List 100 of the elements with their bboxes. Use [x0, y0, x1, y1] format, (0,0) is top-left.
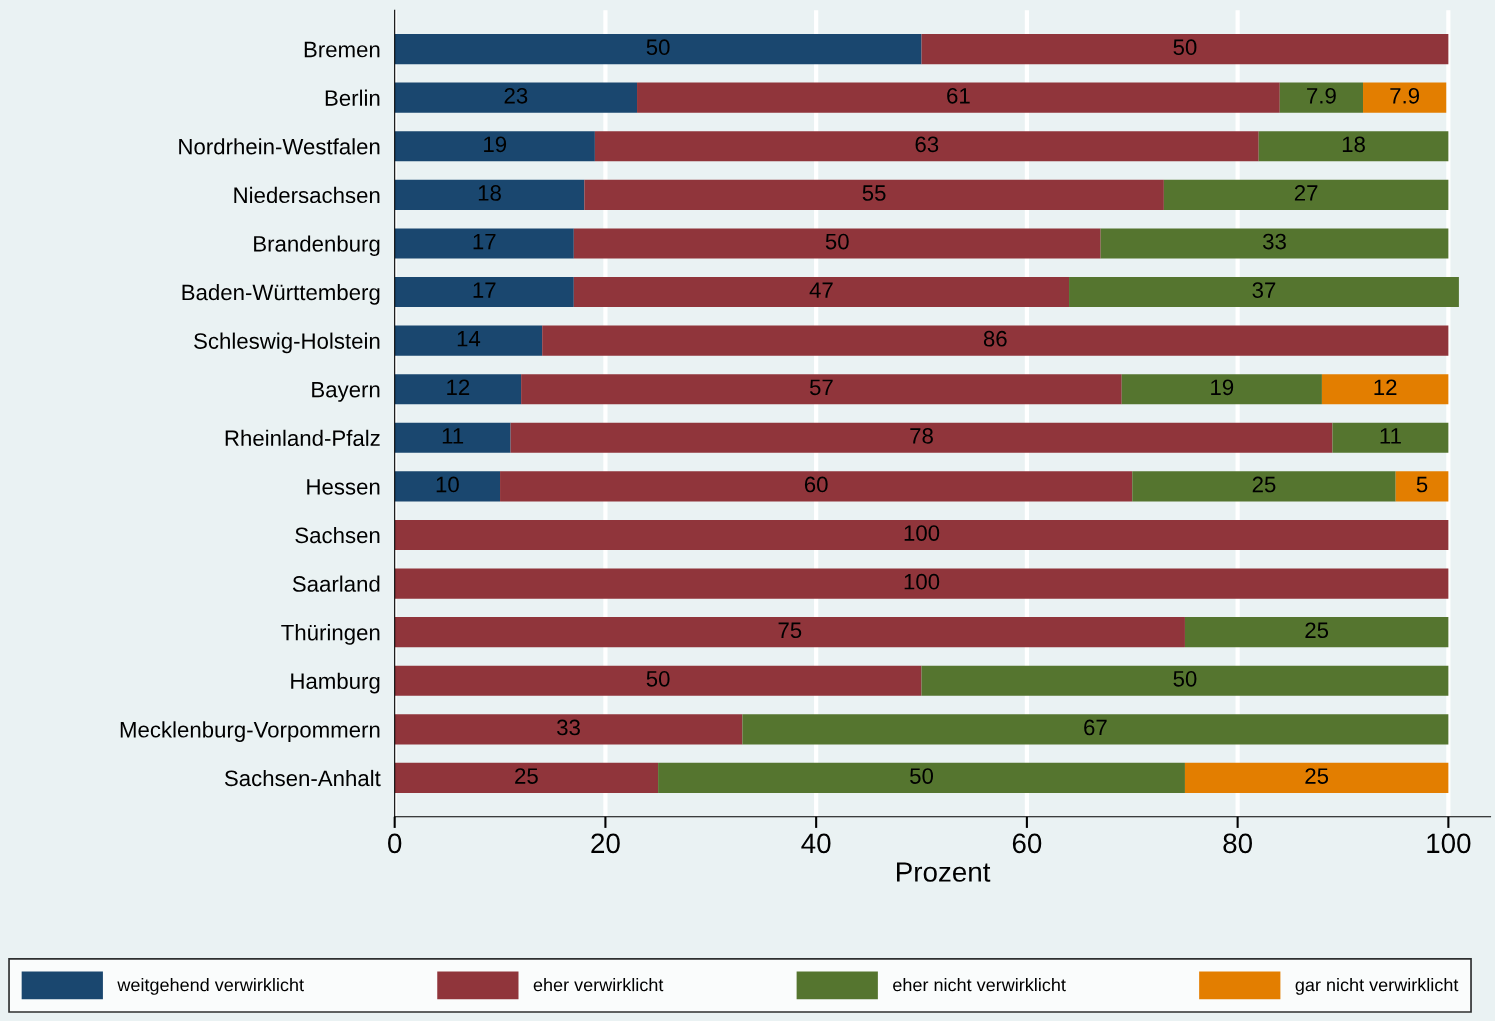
- data-label: 61: [947, 87, 970, 104]
- data-label: 47: [809, 282, 833, 298]
- data-label: 12: [447, 379, 470, 395]
- bar: [394, 519, 1449, 551]
- data-label: 50: [1173, 670, 1197, 687]
- bar: [921, 665, 1449, 696]
- bar: [394, 325, 543, 356]
- data-label: 19: [1211, 379, 1234, 396]
- y-tick-label: Thüringen: [281, 624, 380, 645]
- bar: [394, 179, 585, 210]
- bar: [584, 179, 1164, 210]
- bar: [394, 422, 511, 453]
- x-tick-label: 40: [801, 833, 831, 854]
- y-tick-label: Saarland: [292, 575, 380, 592]
- y-tick-label: Bayern: [312, 381, 380, 402]
- data-label: 19: [484, 136, 507, 153]
- data-label: 100: [904, 573, 940, 590]
- y-tick-label: Nordrhein-Westfalen: [179, 138, 380, 155]
- bar: [394, 131, 595, 162]
- data-label: 25: [1252, 476, 1276, 493]
- bar: [394, 665, 922, 696]
- data-label: 11: [442, 428, 464, 444]
- bar: [1395, 471, 1449, 502]
- data-label: 50: [646, 670, 670, 687]
- legend-label: weitgehend verwirklicht: [117, 978, 304, 995]
- legend-label: eher nicht verwirklicht: [893, 978, 1066, 992]
- bar: [394, 714, 743, 745]
- x-tick-label: 0: [388, 833, 402, 854]
- data-label: 50: [825, 233, 849, 250]
- data-label: 55: [862, 185, 886, 201]
- data-label: 5: [1416, 476, 1428, 493]
- data-label: 18: [478, 185, 501, 201]
- legend-label: gar nicht verwirklicht: [1295, 978, 1459, 995]
- data-label: 37: [1252, 282, 1276, 298]
- bar: [500, 471, 1133, 502]
- x-tick-label: 100: [1427, 833, 1471, 854]
- data-label: 10: [436, 476, 459, 493]
- data-label: 14: [457, 331, 481, 347]
- bar: [1279, 82, 1364, 113]
- data-label: 12: [1374, 379, 1397, 395]
- data-label: 18: [1342, 136, 1365, 153]
- bar: [1184, 762, 1449, 793]
- data-label: 17: [473, 282, 496, 298]
- data-label: 11: [1380, 428, 1401, 444]
- data-label: 57: [809, 379, 833, 396]
- data-label: 23: [504, 87, 528, 104]
- bar: [594, 131, 1259, 162]
- data-label: 50: [1173, 39, 1197, 56]
- y-tick-label: Sachsen-Anhalt: [224, 769, 381, 787]
- bar: [1100, 228, 1449, 259]
- y-tick-label: Berlin: [325, 89, 380, 106]
- data-label: 7.9: [1307, 87, 1336, 104]
- bar: [742, 714, 1449, 745]
- y-tick-label: Bremen: [304, 41, 380, 58]
- data-label: 100: [904, 525, 940, 541]
- bar: [1321, 374, 1449, 405]
- x-tick-label: 20: [591, 833, 620, 854]
- bar: [921, 34, 1449, 65]
- bar: [394, 617, 1185, 648]
- bar: [573, 276, 1070, 308]
- y-tick-label: Mecklenburg-Vorpommern: [120, 721, 380, 742]
- bar: [542, 325, 1449, 356]
- y-tick-label: Hessen: [307, 479, 380, 495]
- bar: [1332, 422, 1449, 453]
- bar: [658, 762, 1185, 793]
- data-label: 33: [1263, 233, 1286, 250]
- data-label: 33: [557, 719, 580, 736]
- data-label: 63: [915, 136, 939, 153]
- bar: [637, 82, 1280, 113]
- bar: [394, 762, 659, 793]
- y-tick-label: Sachsen: [295, 526, 380, 544]
- y-tick-label: Niedersachsen: [234, 186, 380, 204]
- data-label: 75: [778, 622, 802, 639]
- data-label: 17: [473, 233, 496, 250]
- bar: [394, 471, 501, 502]
- y-tick-label: Rheinland-Pfalz: [225, 429, 380, 447]
- bar: [1184, 617, 1449, 648]
- bar: [1132, 471, 1396, 502]
- data-label: 67: [1084, 719, 1107, 736]
- x-axis-title: Prozent: [897, 862, 991, 882]
- bar: [1363, 82, 1447, 113]
- data-label: 7.9: [1390, 87, 1420, 104]
- data-label: 25: [515, 768, 538, 784]
- y-tick-label: Brandenburg: [254, 235, 380, 257]
- data-label: 86: [983, 330, 1007, 347]
- data-label: 78: [910, 428, 933, 444]
- bar: [394, 374, 522, 405]
- bar: [394, 276, 574, 308]
- bar: [394, 568, 1449, 599]
- data-label: 50: [646, 39, 670, 56]
- bar: [394, 228, 574, 259]
- bar: [521, 374, 1122, 405]
- y-tick-label: Schleswig-Holstein: [194, 332, 380, 354]
- bar: [573, 228, 1101, 259]
- y-tick-label: Baden-Württemberg: [182, 283, 380, 305]
- bar: [1163, 179, 1449, 210]
- x-tick-label: 60: [1012, 833, 1042, 854]
- data-label: 25: [1305, 768, 1329, 784]
- data-label: 25: [1305, 622, 1329, 639]
- data-label: 27: [1294, 185, 1318, 201]
